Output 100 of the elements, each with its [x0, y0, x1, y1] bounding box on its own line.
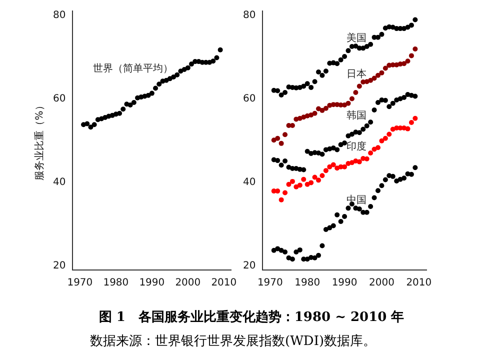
point [356, 206, 362, 212]
point [408, 120, 414, 126]
point [386, 132, 392, 137]
series-label: 韩国 [346, 110, 367, 122]
point [394, 97, 400, 102]
point [382, 177, 388, 182]
point [320, 173, 325, 178]
point [92, 122, 97, 128]
point [308, 180, 314, 186]
x-tick-label: 2010 [406, 278, 432, 289]
point [294, 250, 299, 255]
point [301, 84, 306, 89]
point [390, 174, 396, 179]
point [334, 166, 340, 171]
point [316, 252, 322, 258]
series-label: 美国 [346, 32, 367, 44]
point [312, 110, 318, 116]
point [320, 243, 325, 248]
point [88, 124, 94, 130]
point [346, 206, 351, 211]
point [316, 178, 322, 183]
point [390, 100, 396, 106]
point [412, 116, 418, 121]
x-tick-label: 1980 [294, 278, 320, 289]
point [301, 114, 306, 120]
point [342, 140, 348, 146]
point [84, 121, 90, 126]
point [376, 188, 381, 194]
point [320, 108, 325, 113]
point [402, 94, 407, 100]
point [346, 100, 351, 106]
point [368, 204, 374, 210]
point [275, 158, 280, 164]
point [349, 96, 354, 102]
point [120, 106, 126, 112]
point [405, 126, 410, 132]
series-label: 世界（简单平均） [93, 62, 174, 75]
point [412, 94, 418, 99]
point [368, 78, 374, 83]
y-tick-label: 80 [242, 10, 256, 21]
point [282, 132, 288, 138]
point [379, 183, 384, 188]
point [379, 32, 384, 37]
point [368, 120, 374, 125]
point [278, 140, 284, 146]
x-tick-label: 2000 [175, 278, 201, 289]
point [282, 158, 288, 164]
text: 图 1 各国服务业比重变化趋势：1980 ~ 2010 年 [98, 308, 406, 326]
point [342, 54, 348, 60]
point [327, 164, 332, 170]
point [316, 150, 322, 156]
point [356, 130, 362, 136]
y-axis-title: 服务业比重（%） [34, 100, 46, 180]
point [376, 145, 381, 150]
point [342, 164, 348, 170]
point [342, 102, 348, 108]
point [382, 66, 388, 71]
point [368, 150, 374, 156]
point [349, 132, 354, 137]
point [408, 172, 414, 177]
point [412, 46, 418, 52]
point [402, 61, 407, 66]
point [278, 197, 284, 202]
point [323, 106, 328, 111]
y-tick-label: 60 [52, 93, 66, 104]
point [128, 102, 133, 108]
point [368, 42, 374, 47]
x-tick-label: 2010 [211, 278, 237, 289]
point [282, 250, 288, 255]
point [301, 167, 306, 172]
point [278, 162, 284, 168]
point [379, 70, 384, 76]
x-tick-label: 1990 [139, 278, 165, 289]
series-label: 日本 [346, 68, 367, 80]
point [275, 246, 280, 252]
y-tick-label: 20 [242, 260, 256, 272]
point [286, 182, 292, 187]
point [171, 74, 176, 80]
point [360, 46, 366, 51]
point [297, 247, 302, 252]
point [153, 86, 158, 91]
point [372, 108, 377, 113]
point [360, 126, 366, 132]
point [364, 210, 370, 215]
point [405, 58, 410, 64]
point [353, 44, 358, 49]
point [312, 174, 318, 180]
x-tick-label: 1990 [332, 278, 358, 289]
point [308, 84, 314, 90]
point [290, 256, 295, 262]
point [185, 65, 190, 70]
point [323, 168, 328, 174]
point [301, 176, 306, 182]
y-tick-label: 40 [242, 176, 256, 188]
point [149, 90, 154, 96]
x-tick-label: 1970 [257, 278, 283, 289]
point [323, 68, 328, 74]
point [320, 72, 325, 78]
point [338, 57, 344, 62]
point [364, 156, 370, 162]
